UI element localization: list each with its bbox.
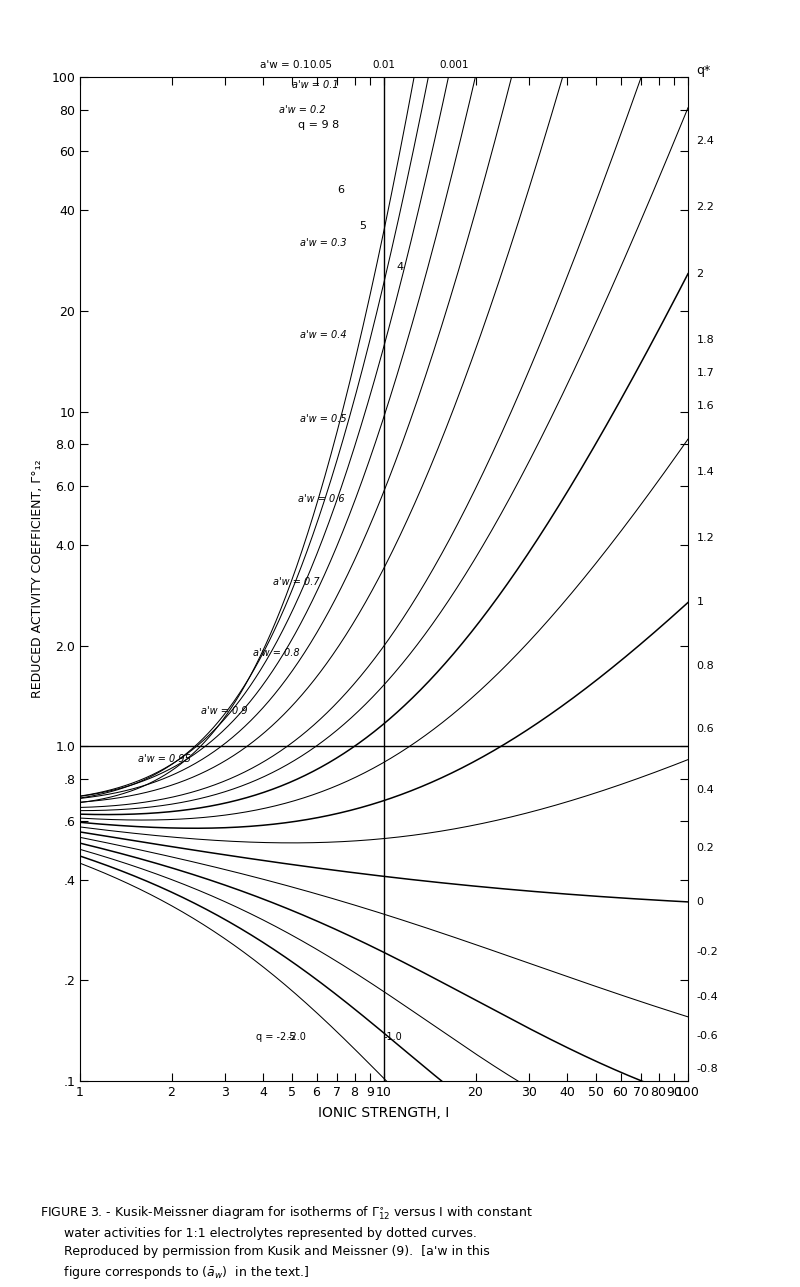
Text: -0.8: -0.8	[696, 1064, 718, 1075]
Text: 5: 5	[359, 220, 366, 230]
Text: -0.2: -0.2	[696, 947, 718, 956]
Text: 1.8: 1.8	[696, 335, 714, 345]
Text: q = -2.5: q = -2.5	[256, 1032, 296, 1042]
Text: a'w = 0.7: a'w = 0.7	[273, 577, 319, 587]
Text: 1.6: 1.6	[696, 402, 714, 411]
Text: a'w = 0.95: a'w = 0.95	[138, 754, 190, 763]
Text: a'w = 0.3: a'w = 0.3	[300, 238, 347, 248]
Text: 2.4: 2.4	[696, 136, 714, 145]
Text: a'w = 0.1: a'w = 0.1	[293, 80, 339, 90]
Text: 1.4: 1.4	[696, 467, 714, 477]
Text: 1: 1	[696, 597, 703, 607]
Text: -1.0: -1.0	[384, 1032, 402, 1042]
Text: a'w = 0.4: a'w = 0.4	[300, 329, 347, 340]
Text: 1.7: 1.7	[696, 368, 714, 378]
Text: 1.2: 1.2	[696, 533, 714, 543]
Text: a'w = 0.6: a'w = 0.6	[298, 494, 344, 503]
X-axis label: IONIC STRENGTH, I: IONIC STRENGTH, I	[318, 1106, 450, 1120]
Text: 0.2: 0.2	[696, 843, 714, 852]
Text: a'w = 0.5: a'w = 0.5	[300, 414, 347, 425]
Text: 2.2: 2.2	[696, 202, 714, 212]
Text: -0.6: -0.6	[696, 1031, 718, 1041]
Text: 0.8: 0.8	[696, 662, 714, 672]
Text: -2.0: -2.0	[287, 1032, 306, 1042]
Text: a'w = 0.9: a'w = 0.9	[201, 705, 247, 716]
Y-axis label: REDUCED ACTIVITY COEFFICIENT, Γ°₁₂: REDUCED ACTIVITY COEFFICIENT, Γ°₁₂	[31, 459, 44, 699]
Text: 0.6: 0.6	[696, 725, 714, 734]
Text: 0.01: 0.01	[373, 60, 395, 71]
Text: 6: 6	[337, 185, 344, 196]
Text: FIGURE 3. - Kusik-Meissner diagram for isotherms of $\Gamma^{\circ}_{12}$ versus: FIGURE 3. - Kusik-Meissner diagram for i…	[40, 1205, 533, 1281]
Text: 4: 4	[397, 263, 404, 273]
Text: q = 9 8: q = 9 8	[298, 120, 339, 130]
Text: 0: 0	[696, 897, 703, 907]
Text: 0.05: 0.05	[310, 60, 332, 71]
Text: 2: 2	[696, 269, 703, 279]
Text: q*: q*	[696, 64, 710, 77]
Text: a'w = 0.1: a'w = 0.1	[259, 60, 309, 71]
Text: 0.001: 0.001	[439, 60, 469, 71]
Text: -0.4: -0.4	[696, 991, 718, 1001]
Text: 0.4: 0.4	[696, 785, 714, 794]
Text: a'w = 0.2: a'w = 0.2	[278, 104, 326, 115]
Text: a'w = 0.8: a'w = 0.8	[253, 649, 299, 658]
